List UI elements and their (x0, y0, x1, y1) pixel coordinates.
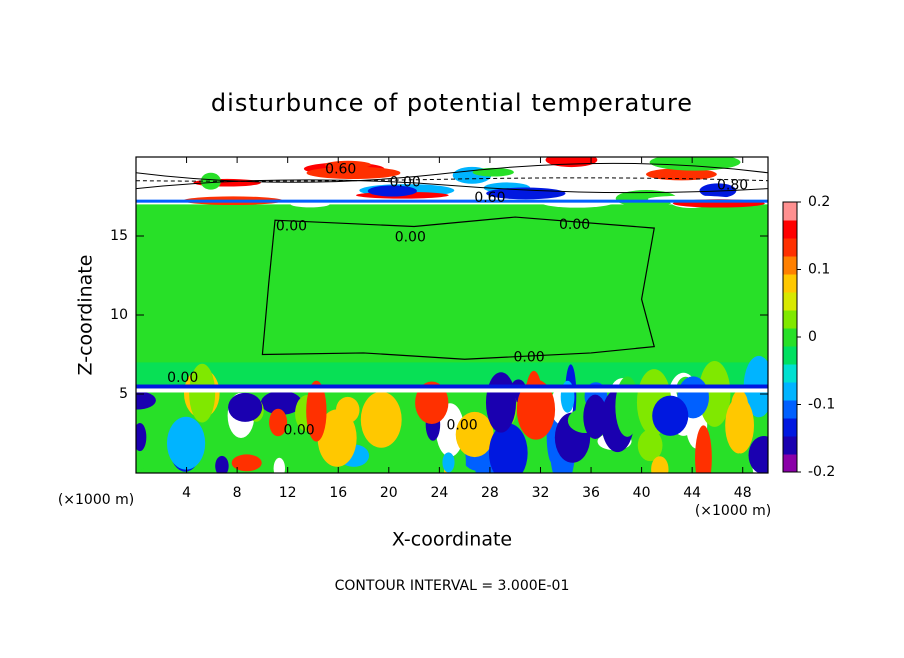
colorbar-segment (783, 310, 797, 329)
field-blob (324, 160, 372, 169)
field-blob (367, 185, 417, 197)
colorbar-tick-label: 0 (808, 329, 817, 345)
x-tick-label: 28 (481, 485, 499, 501)
contour-label: 0.60 (325, 162, 356, 178)
field-blob (228, 392, 263, 422)
field-blob (136, 391, 156, 410)
x-tick-label: 12 (279, 485, 297, 501)
contour-label: 0.00 (395, 230, 426, 246)
colorbar-segment (783, 382, 797, 401)
field-blob (215, 455, 229, 473)
x-tick-label: 8 (233, 485, 242, 501)
field-blob (615, 190, 677, 208)
field-blob (525, 370, 543, 434)
contour-line (136, 162, 768, 183)
colorbar-segment (783, 346, 797, 365)
field-blob (488, 423, 528, 473)
y-tick-label: 10 (110, 307, 128, 323)
colorbar-segment (783, 256, 797, 275)
field-blob (269, 408, 288, 437)
y-tick-label: 5 (119, 386, 128, 402)
contour-line (136, 179, 768, 194)
field-blob (748, 436, 768, 473)
colorbar-tick-label: -0.1 (808, 397, 835, 413)
field-blob (652, 395, 689, 436)
contour-label: 0.60 (474, 190, 505, 206)
colorbar-segment (783, 274, 797, 293)
field-blob (637, 429, 663, 462)
field-blob (360, 391, 402, 448)
field-blob (651, 456, 669, 473)
contour-label: 0.00 (167, 370, 198, 386)
contour-label: 0.00 (276, 219, 307, 235)
field (136, 157, 768, 473)
field-blob (136, 422, 147, 452)
x-tick-label: 36 (582, 485, 600, 501)
colorbar-segment (783, 328, 797, 347)
x-tick-label: 48 (734, 485, 752, 501)
colorbar-tick-label: 0.1 (808, 262, 830, 278)
field-blob (472, 167, 514, 177)
field-blob (583, 394, 608, 439)
y-axis-label: Z-coordinate (75, 255, 97, 376)
field-band (136, 362, 768, 387)
field-blob (317, 409, 357, 467)
colorbar-segment (783, 364, 797, 383)
colorbar-segment (783, 418, 797, 437)
field-blob (260, 390, 303, 415)
contour-line (136, 177, 768, 182)
colorbar-segment (783, 292, 797, 311)
field-stripe (136, 384, 768, 389)
colorbar-segment (783, 220, 797, 239)
y-tick-label: 15 (110, 228, 128, 244)
field-blob (646, 168, 717, 181)
x-tick-label: 32 (532, 485, 550, 501)
field-blob (698, 360, 731, 427)
field-stripe (136, 388, 768, 393)
field-blob (200, 172, 221, 190)
field-blob (306, 166, 401, 179)
x-tick-label: 24 (430, 485, 448, 501)
contour-label: 0.00 (559, 217, 590, 233)
colorbar-segment (783, 400, 797, 419)
field-blob (695, 425, 712, 473)
field-blob (267, 157, 306, 168)
field-blob (485, 372, 517, 433)
field-blob (306, 380, 327, 442)
field-stripe (136, 199, 768, 203)
contour-line (261, 216, 656, 360)
contour-label: 0.00 (283, 422, 314, 438)
contour-label: 0.00 (390, 174, 421, 190)
x-tick-label: 4 (182, 485, 191, 501)
field-blob (733, 453, 746, 473)
x-tick-label: 20 (380, 485, 398, 501)
field-blob (455, 411, 494, 458)
field-blob (231, 454, 262, 472)
x-unit-label: (×1000 m) (695, 503, 771, 519)
footnote: CONTOUR INTERVAL = 3.000E-01 (335, 578, 570, 594)
colorbar-segment (783, 454, 797, 473)
x-unit-label: (×1000 m) (58, 492, 134, 508)
contour-label: 0.00 (447, 418, 478, 434)
contour-label: 0.00 (514, 350, 545, 366)
contour-label: 0.80 (717, 177, 748, 193)
field-blob (166, 416, 206, 470)
field-blob (189, 363, 216, 423)
field-blob (442, 452, 455, 473)
x-tick-label: 40 (633, 485, 651, 501)
x-axis-label: X-coordinate (392, 529, 512, 551)
colorbar-segment (783, 436, 797, 455)
field-blob (273, 457, 286, 473)
x-tick-label: 44 (683, 485, 701, 501)
colorbar-segment (783, 238, 797, 257)
colorbar-segment (783, 202, 797, 221)
field-blob (136, 452, 149, 471)
x-tick-label: 16 (329, 485, 347, 501)
chart-title: disturbunce of potential temperature (211, 89, 693, 117)
colorbar-tick-label: -0.2 (808, 464, 835, 480)
field-blob (725, 397, 755, 454)
field-blob (496, 168, 590, 186)
colorbar-tick-label: 0.2 (808, 194, 830, 210)
